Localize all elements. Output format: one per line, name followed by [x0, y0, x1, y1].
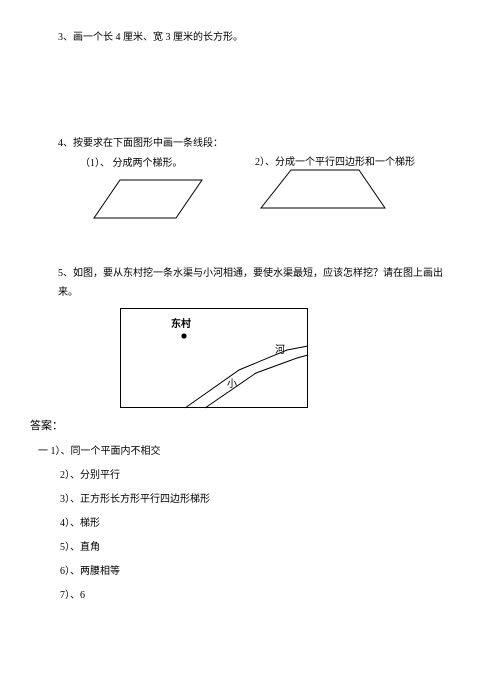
q4-shape2-trapezoid [257, 164, 392, 214]
q5-svg [121, 309, 309, 409]
q5-text: 5、如图，要从东村挖一条水渠与小河相通，要使水渠最短，应该怎样挖？请在图上画出来… [58, 264, 452, 302]
answer-item: 5）、直角 [38, 540, 452, 556]
q4-col1: （1）、 分成两个梯形。 [80, 156, 255, 224]
answer-item: 一 1）、同一个平面内不相交 [38, 444, 452, 460]
answers-heading: 答案： [30, 418, 452, 436]
parallelogram-poly [94, 180, 202, 218]
q4-text: 4、按要求在下面图形中画一条线段： [58, 136, 452, 152]
answer-item: 7）、6 [38, 588, 452, 604]
answers-list: 一 1）、同一个平面内不相交 2）、分别平行 3）、正方形长方形平行四边形梯形 … [38, 444, 452, 604]
answer-item: 3）、正方形长方形平行四边形梯形 [38, 492, 452, 508]
river-left-bank [185, 346, 308, 408]
trapezoid-poly [261, 170, 385, 208]
page: 3、画一个长 4 厘米、宽 3 厘米的长方形。 4、按要求在下面图形中画一条线段… [0, 0, 500, 693]
q4-subrow: （1）、 分成两个梯形。 2）、分成一个平行四边形和一个梯形 [58, 156, 452, 224]
q4-col2: 2）、分成一个平行四边形和一个梯形 [255, 156, 440, 214]
village-label: 东村 [171, 317, 191, 333]
q3-drawing-space [58, 50, 452, 136]
q3-text: 3、画一个长 4 厘米、宽 3 厘米的长方形。 [58, 30, 452, 46]
answer-item: 2）、分别平行 [38, 468, 452, 484]
spacer-q4q5 [58, 224, 452, 264]
q5-figure: 东村 河 小 [120, 308, 308, 408]
river-label-xiao: 小 [227, 377, 237, 393]
village-dot-icon [181, 333, 186, 338]
answer-item: 4）、梯形 [38, 516, 452, 532]
q5-figure-wrap: 东村 河 小 [120, 308, 452, 408]
q4-shape1-parallelogram [90, 174, 210, 224]
q4-sub1-text: （1）、 分成两个梯形。 [80, 156, 255, 172]
river-label-he: 河 [275, 343, 285, 359]
answer-item: 6）、两腰相等 [38, 564, 452, 580]
